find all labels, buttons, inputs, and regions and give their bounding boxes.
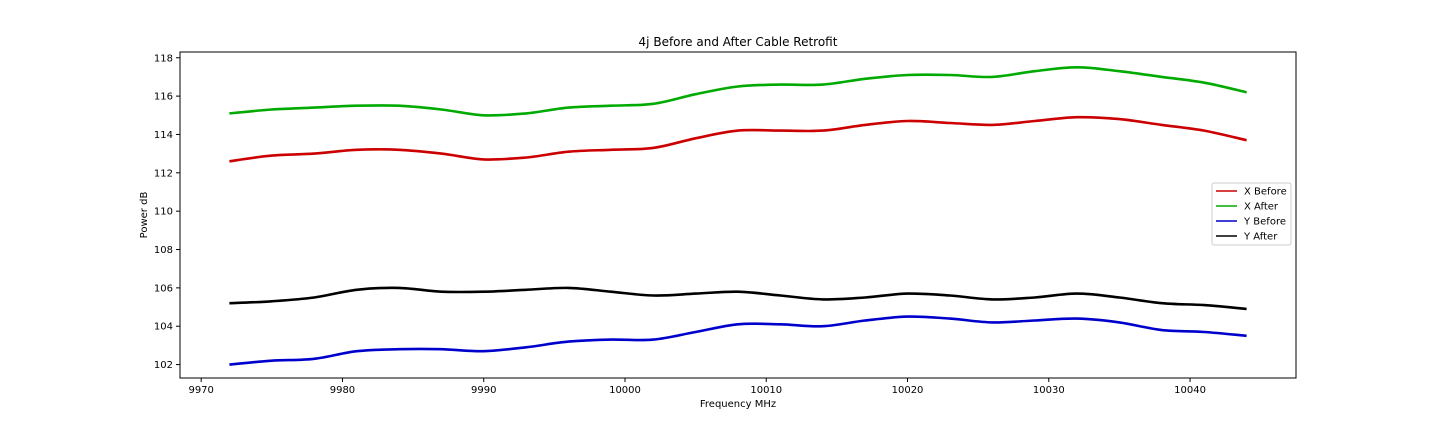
- plot-area: [179, 51, 1297, 379]
- plot-frame: [179, 51, 1297, 379]
- y-tick-label: 104: [154, 322, 173, 333]
- legend-label: X Before: [1244, 187, 1287, 198]
- series-layer: [229, 66, 1247, 366]
- x-axis: 9970 9980 9990 10000 10010 10020 10030 10040: [188, 378, 1206, 396]
- x-tick-label: 10020: [892, 385, 924, 396]
- y-tick-label: 118: [154, 53, 173, 64]
- legend-label: Y After: [1243, 232, 1278, 243]
- series-line-x-before: [229, 115, 1247, 163]
- x-tick-label: 9990: [471, 385, 496, 396]
- y-axis-label: Power dB: [139, 192, 150, 239]
- series-line-y-before: [229, 315, 1247, 366]
- y-tick-label: 114: [154, 130, 173, 141]
- y-tick-label: 106: [154, 283, 173, 294]
- series-line-y-after: [229, 286, 1247, 311]
- y-tick-label: 112: [154, 168, 173, 179]
- y-tick-label: 110: [154, 207, 173, 218]
- legend-box: [1211, 182, 1292, 246]
- x-tick-label: 10040: [1174, 385, 1206, 396]
- x-tick-label: 9970: [188, 385, 213, 396]
- x-axis-label: Frequency MHz: [700, 399, 776, 410]
- legend-label: Y Before: [1243, 217, 1286, 228]
- y-axis: 102 104 106 108 110 112 114 116 118: [154, 53, 180, 371]
- y-tick-label: 102: [154, 360, 173, 371]
- x-tick-label: 9980: [330, 385, 355, 396]
- y-tick-label: 116: [154, 92, 173, 103]
- legend: X Before X After Y Before Y After: [1211, 182, 1292, 246]
- legend-label: X After: [1244, 202, 1279, 213]
- series-line-x-after: [229, 66, 1247, 117]
- y-tick-label: 108: [154, 245, 173, 256]
- chart-title: 4j Before and After Cable Retrofit: [639, 35, 838, 49]
- x-tick-label: 10030: [1033, 385, 1065, 396]
- legend-entries: X Before X After Y Before Y After: [1216, 187, 1287, 243]
- x-tick-label: 10000: [609, 385, 641, 396]
- x-tick-label: 10010: [750, 385, 782, 396]
